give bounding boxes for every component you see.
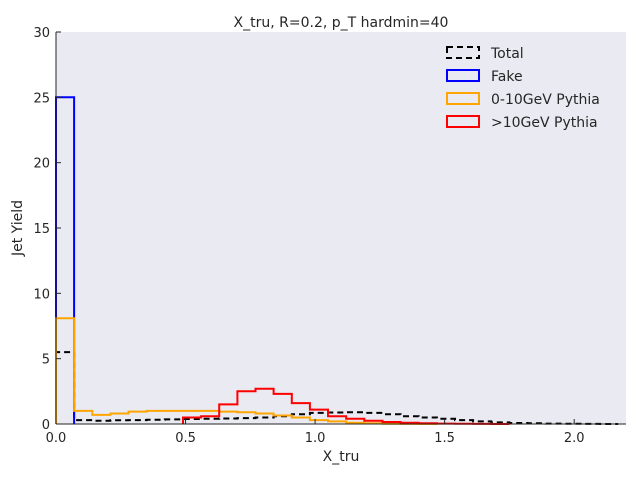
legend-swatch bbox=[446, 92, 480, 105]
x-tick-label: 1.5 bbox=[434, 431, 455, 446]
chart-title: X_tru, R=0.2, p_T hardmin=40 bbox=[234, 15, 449, 31]
y-axis-label: Jet Yield bbox=[10, 200, 26, 257]
y-tick-label: 5 bbox=[42, 353, 50, 368]
legend-label: 0-10GeV Pythia bbox=[491, 92, 600, 108]
series-2-outline bbox=[55, 317, 437, 425]
x-tick-label: 2.0 bbox=[564, 431, 585, 446]
y-tick-label: 0 bbox=[42, 418, 50, 433]
axis-layer: 0.0 0.5 1.0 1.5 2.0 0 5 10 15 20 25 30 bbox=[33, 26, 626, 446]
legend-swatch bbox=[446, 115, 480, 128]
x-tick-label: 1.0 bbox=[305, 431, 326, 446]
legend-label: Total bbox=[490, 46, 524, 62]
x-axis-label: X_tru bbox=[323, 449, 360, 465]
legend-label: >10GeV Pythia bbox=[491, 115, 598, 131]
y-tick-label: 25 bbox=[33, 91, 50, 106]
legend: Total Fake 0-10GeV Pythia >10GeV Pythia bbox=[446, 46, 600, 131]
legend-swatch bbox=[446, 69, 480, 82]
x-tick-label: 0.0 bbox=[46, 431, 67, 446]
y-tick-label: 10 bbox=[33, 287, 50, 302]
plot-background bbox=[56, 32, 626, 424]
y-tick-label: 15 bbox=[33, 222, 50, 237]
y-tick-label: 20 bbox=[33, 157, 50, 172]
legend-swatch bbox=[446, 46, 480, 59]
y-tick-label: 30 bbox=[33, 26, 50, 41]
legend-label: Fake bbox=[491, 69, 523, 85]
x-tick-label: 0.5 bbox=[175, 431, 196, 446]
